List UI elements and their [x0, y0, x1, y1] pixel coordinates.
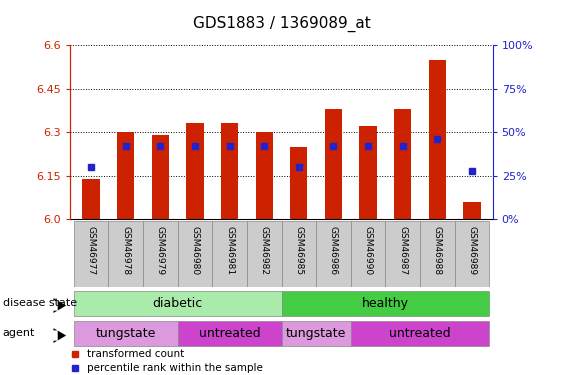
Text: tungstate: tungstate	[286, 327, 346, 340]
Bar	[290, 147, 307, 219]
Bar	[351, 221, 385, 287]
Bar	[83, 179, 100, 219]
Text: GSM46985: GSM46985	[294, 226, 303, 276]
Text: untreated: untreated	[389, 327, 451, 340]
FancyArrow shape	[53, 298, 66, 313]
Bar	[420, 221, 454, 287]
Bar	[394, 109, 412, 219]
Text: GSM46979: GSM46979	[156, 226, 165, 276]
Text: GSM46988: GSM46988	[433, 226, 442, 276]
Bar	[151, 135, 169, 219]
Text: GSM46981: GSM46981	[225, 226, 234, 276]
Bar	[316, 221, 351, 287]
Bar	[74, 221, 109, 287]
Bar	[282, 221, 316, 287]
Bar	[256, 132, 273, 219]
Text: untreated: untreated	[199, 327, 261, 340]
Bar	[428, 60, 446, 219]
Bar	[282, 321, 351, 345]
Bar	[74, 321, 178, 345]
Text: GSM46982: GSM46982	[260, 226, 269, 276]
Bar	[351, 321, 489, 345]
Text: GSM46986: GSM46986	[329, 226, 338, 276]
FancyArrow shape	[53, 328, 66, 343]
Bar	[359, 126, 377, 219]
Text: GSM46987: GSM46987	[398, 226, 407, 276]
Bar	[178, 221, 212, 287]
Bar	[178, 321, 282, 345]
Bar	[221, 123, 238, 219]
Bar	[385, 221, 420, 287]
Text: disease state: disease state	[3, 298, 77, 308]
Text: GDS1883 / 1369089_at: GDS1883 / 1369089_at	[193, 16, 370, 33]
Text: agent: agent	[3, 328, 35, 338]
Text: GSM46990: GSM46990	[364, 226, 373, 276]
Bar	[74, 291, 282, 315]
Bar	[454, 221, 489, 287]
Bar	[143, 221, 178, 287]
Text: GSM46989: GSM46989	[467, 226, 476, 276]
Bar	[186, 123, 204, 219]
Bar	[325, 109, 342, 219]
Bar	[117, 132, 135, 219]
Bar	[109, 221, 143, 287]
Text: transformed count: transformed count	[87, 349, 185, 359]
Bar	[212, 221, 247, 287]
Text: GSM46977: GSM46977	[87, 226, 96, 276]
Text: diabetic: diabetic	[153, 297, 203, 310]
Text: tungstate: tungstate	[96, 327, 156, 340]
Text: GSM46978: GSM46978	[121, 226, 130, 276]
Bar	[463, 202, 480, 219]
Bar	[282, 291, 489, 315]
Text: GSM46980: GSM46980	[190, 226, 199, 276]
Text: healthy: healthy	[362, 297, 409, 310]
Text: percentile rank within the sample: percentile rank within the sample	[87, 363, 263, 373]
Bar	[247, 221, 282, 287]
